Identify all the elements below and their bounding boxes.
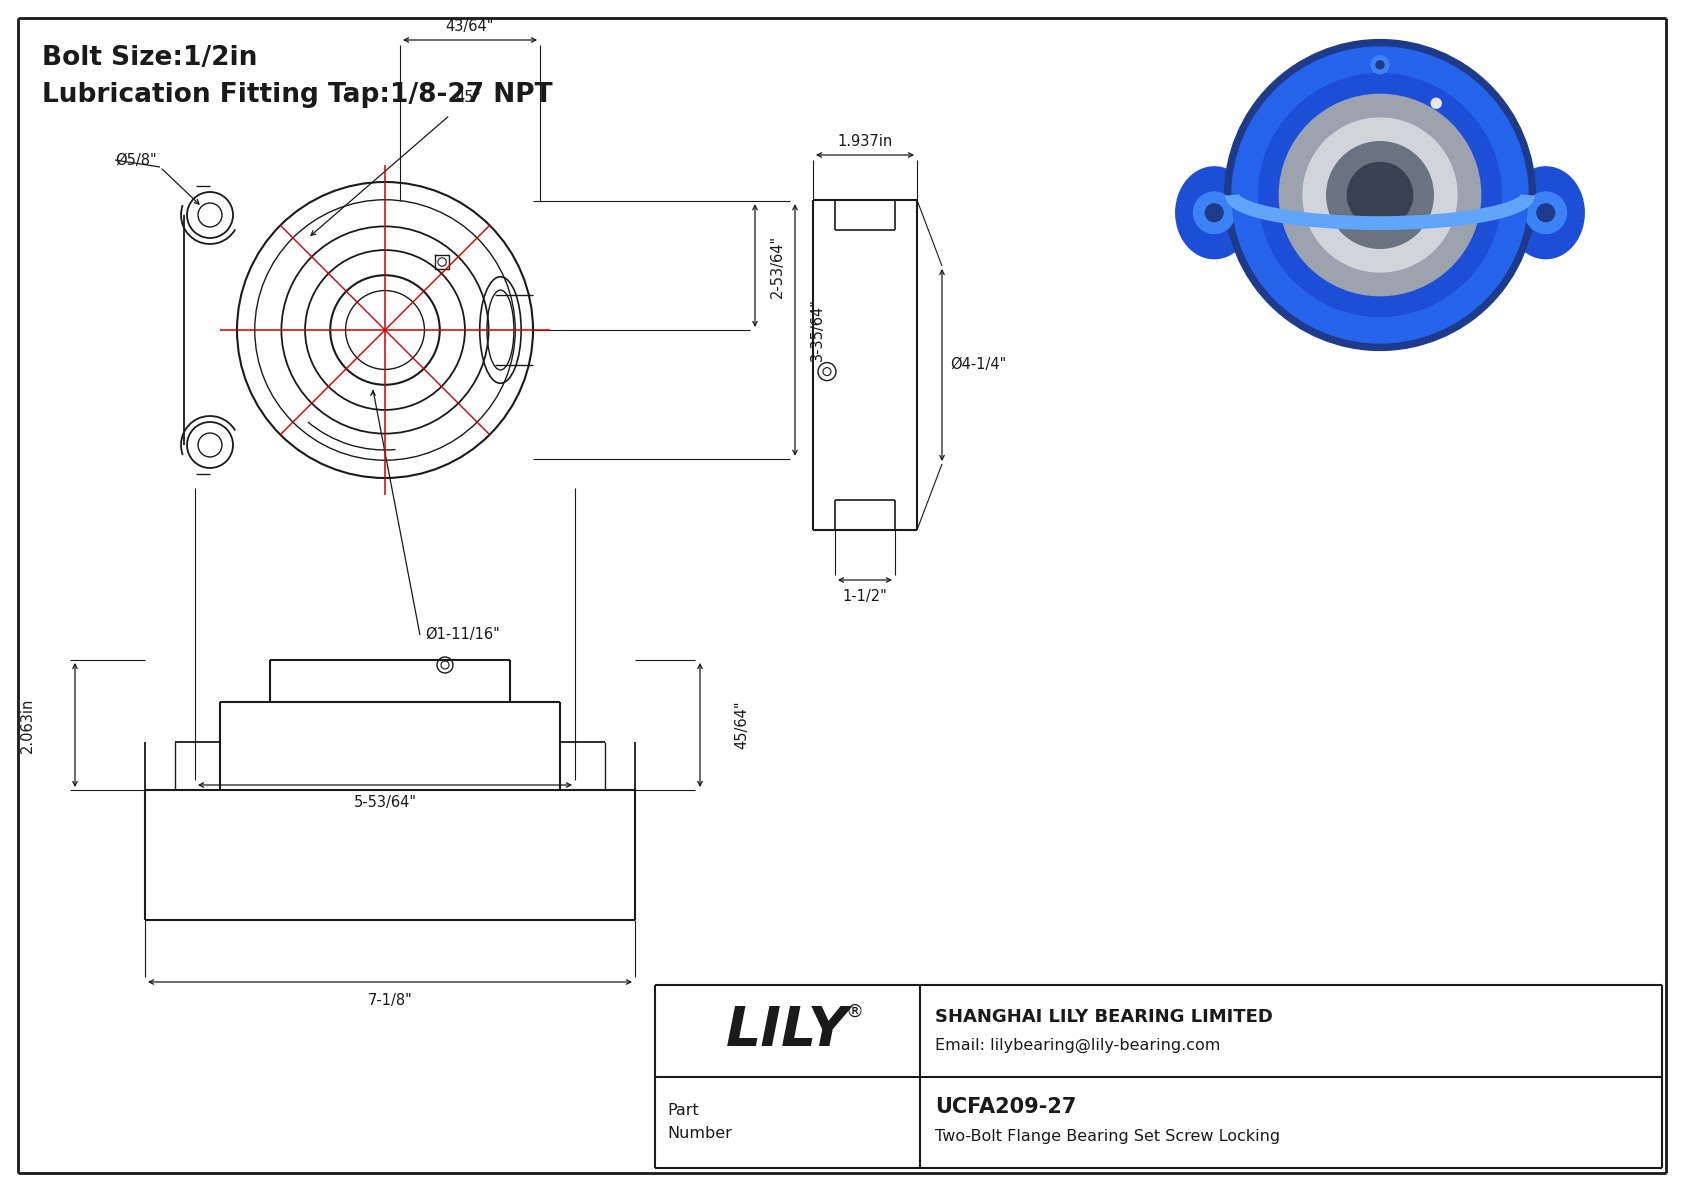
Text: Two-Bolt Flange Bearing Set Screw Locking: Two-Bolt Flange Bearing Set Screw Lockin… [935,1129,1280,1145]
Text: 5-53/64": 5-53/64" [354,796,416,811]
Circle shape [1526,192,1566,233]
Text: Ø1-11/16": Ø1-11/16" [424,628,500,642]
Text: 1-1/2": 1-1/2" [842,588,887,604]
Circle shape [1194,192,1234,233]
Circle shape [1371,56,1389,74]
Text: Ø4-1/4": Ø4-1/4" [950,357,1007,373]
Text: Lubrication Fitting Tap:1/8-27 NPT: Lubrication Fitting Tap:1/8-27 NPT [42,82,552,108]
Circle shape [1224,39,1536,350]
Circle shape [1431,98,1442,108]
Text: 45°: 45° [455,91,480,105]
Text: 2.063in: 2.063in [20,697,34,753]
Text: Bolt Size:1/2in: Bolt Size:1/2in [42,45,258,71]
Text: UCFA209-27: UCFA209-27 [935,1097,1076,1117]
Ellipse shape [1175,167,1253,258]
Circle shape [1280,94,1480,295]
Text: 43/64": 43/64" [446,19,493,33]
Circle shape [1206,204,1223,222]
Text: Part
Number: Part Number [667,1103,733,1141]
Circle shape [1347,162,1413,227]
Text: 2-53/64": 2-53/64" [770,235,785,298]
Circle shape [1376,61,1384,69]
Text: 45/64": 45/64" [734,700,749,749]
Circle shape [1258,74,1502,317]
Text: Ø5/8": Ø5/8" [115,152,157,168]
Text: 3-35/64": 3-35/64" [810,299,825,361]
Text: ®: ® [845,1003,864,1021]
Circle shape [1303,118,1457,272]
Ellipse shape [1507,167,1585,258]
Text: Email: lilybearing@lily-bearing.com: Email: lilybearing@lily-bearing.com [935,1037,1221,1053]
Text: LILY: LILY [726,1004,849,1058]
Text: 1.937in: 1.937in [837,133,893,149]
Circle shape [1233,46,1527,343]
Circle shape [1537,204,1554,222]
Circle shape [1327,142,1433,248]
Text: SHANGHAI LILY BEARING LIMITED: SHANGHAI LILY BEARING LIMITED [935,1008,1273,1025]
Text: 7-1/8": 7-1/8" [367,992,413,1008]
